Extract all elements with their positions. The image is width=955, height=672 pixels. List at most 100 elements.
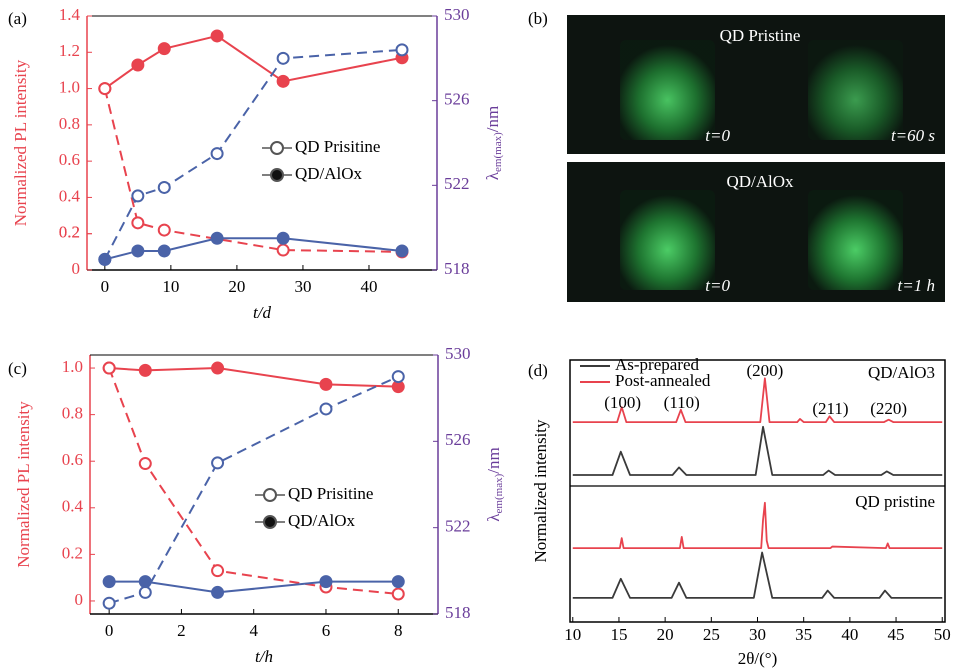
data-point [276, 243, 290, 257]
x-tick-label: 50 [934, 625, 951, 644]
y-tick-label: 0.8 [62, 404, 83, 423]
y-axis-label: Normalized PL intensity [14, 401, 33, 568]
legend-label: QD Prisitine [295, 137, 380, 156]
series-line [104, 237, 403, 261]
annotation: (110) [664, 393, 700, 412]
y-tick-label: 0.2 [62, 543, 83, 562]
data-point [391, 587, 405, 601]
y-tick-label: 1.0 [62, 357, 83, 376]
photo-title: QD/AlOx [726, 172, 794, 191]
annotation: (220) [870, 399, 907, 418]
legend-label: QD/AlOx [288, 511, 356, 530]
x-tick-label: 10 [162, 277, 179, 296]
data-point [138, 457, 152, 471]
x-tick-label: 6 [322, 621, 331, 640]
spectrum [572, 551, 943, 599]
legend-label: Post-annealed [615, 371, 711, 390]
data-point [157, 244, 171, 258]
x-tick-label: 20 [657, 625, 674, 644]
x-tick-label: 0 [101, 277, 110, 296]
x-tick-label: 35 [795, 625, 812, 644]
x-tick-label: 45 [888, 625, 905, 644]
data-point [319, 402, 333, 416]
x-tick-label: 15 [610, 625, 627, 644]
data-point [157, 42, 171, 56]
photo-label: t=0 [705, 126, 730, 145]
x-tick-label: 2 [177, 621, 186, 640]
data-point [138, 575, 152, 589]
photo-title: QD Pristine [720, 26, 801, 45]
legend-marker [270, 168, 284, 182]
series-line [109, 580, 399, 594]
beaker [620, 40, 715, 140]
y-axis-label: Normalized intensity [531, 419, 550, 563]
data-point [138, 363, 152, 377]
x-tick-label: 10 [564, 625, 581, 644]
x-tick-label: 0 [105, 621, 114, 640]
y-tick-label: 0.6 [59, 150, 80, 169]
legend-marker [263, 515, 277, 529]
annotation: (100) [604, 393, 641, 412]
series-line [103, 48, 403, 260]
y-tick-label: 0 [72, 259, 81, 278]
y-tick-label: 0.4 [59, 186, 81, 205]
data-point [395, 43, 409, 57]
data-point [210, 147, 224, 161]
data-point [391, 575, 405, 589]
data-point [157, 180, 171, 194]
legend-label: As-prepared [615, 355, 700, 374]
x-tick-label: 8 [394, 621, 403, 640]
x-tick-label: 40 [841, 625, 858, 644]
data-point [102, 361, 116, 375]
y-tick-label: 1.2 [59, 41, 80, 60]
series-line [109, 367, 399, 388]
data-point [157, 223, 171, 237]
annotation: QD pristine [855, 492, 935, 511]
data-point [138, 585, 152, 599]
legend-marker [263, 488, 277, 502]
y-tick-label: 0.4 [62, 497, 84, 516]
y-tick-label: 0.2 [59, 223, 80, 242]
beaker [808, 40, 903, 140]
data-point [210, 231, 224, 245]
photo-panel: (b) QD Pristine t=0 t=60 s QD/AlOx t=0 t… [528, 9, 945, 302]
data-point [319, 377, 333, 391]
data-point [276, 51, 290, 65]
x-tick-label: 30 [294, 277, 311, 296]
series-line [108, 367, 399, 595]
x-tick-label: 40 [360, 277, 377, 296]
series-line [108, 375, 399, 605]
y2-tick-label: 530 [445, 344, 471, 363]
photo-label: t=0 [705, 276, 730, 295]
panel-label: (c) [8, 359, 27, 378]
x-axis-label: t/d [253, 303, 271, 322]
spectrum [572, 501, 943, 550]
data-point [319, 575, 333, 589]
x-tick-label: 4 [249, 621, 258, 640]
annotation: (211) [812, 399, 848, 418]
data-point [391, 370, 405, 384]
data-point [131, 189, 145, 203]
y2-label-symbol: λ [483, 171, 502, 180]
data-point [211, 361, 225, 375]
y2-axis-label: λem(max)/nm [484, 447, 505, 521]
y2-tick-label: 522 [445, 517, 471, 536]
data-point [211, 456, 225, 470]
data-point [131, 58, 145, 72]
y2-label-sub: em(max) [492, 132, 504, 172]
data-point [98, 82, 112, 96]
x-tick-label: 25 [703, 625, 720, 644]
data-point [276, 74, 290, 88]
data-point [276, 231, 290, 245]
y2-tick-label: 530 [444, 5, 470, 24]
legend-label: QD Prisitine [288, 484, 373, 503]
y2-tick-label: 526 [444, 90, 470, 109]
data-point [395, 244, 409, 258]
x-axis-label: 2θ/(°) [738, 649, 778, 668]
panel-label: (a) [8, 9, 27, 28]
data-point [102, 596, 116, 610]
legend-label: QD/AlOx [295, 164, 363, 183]
x-tick-label: 30 [749, 625, 766, 644]
y-tick-label: 0 [75, 590, 84, 609]
